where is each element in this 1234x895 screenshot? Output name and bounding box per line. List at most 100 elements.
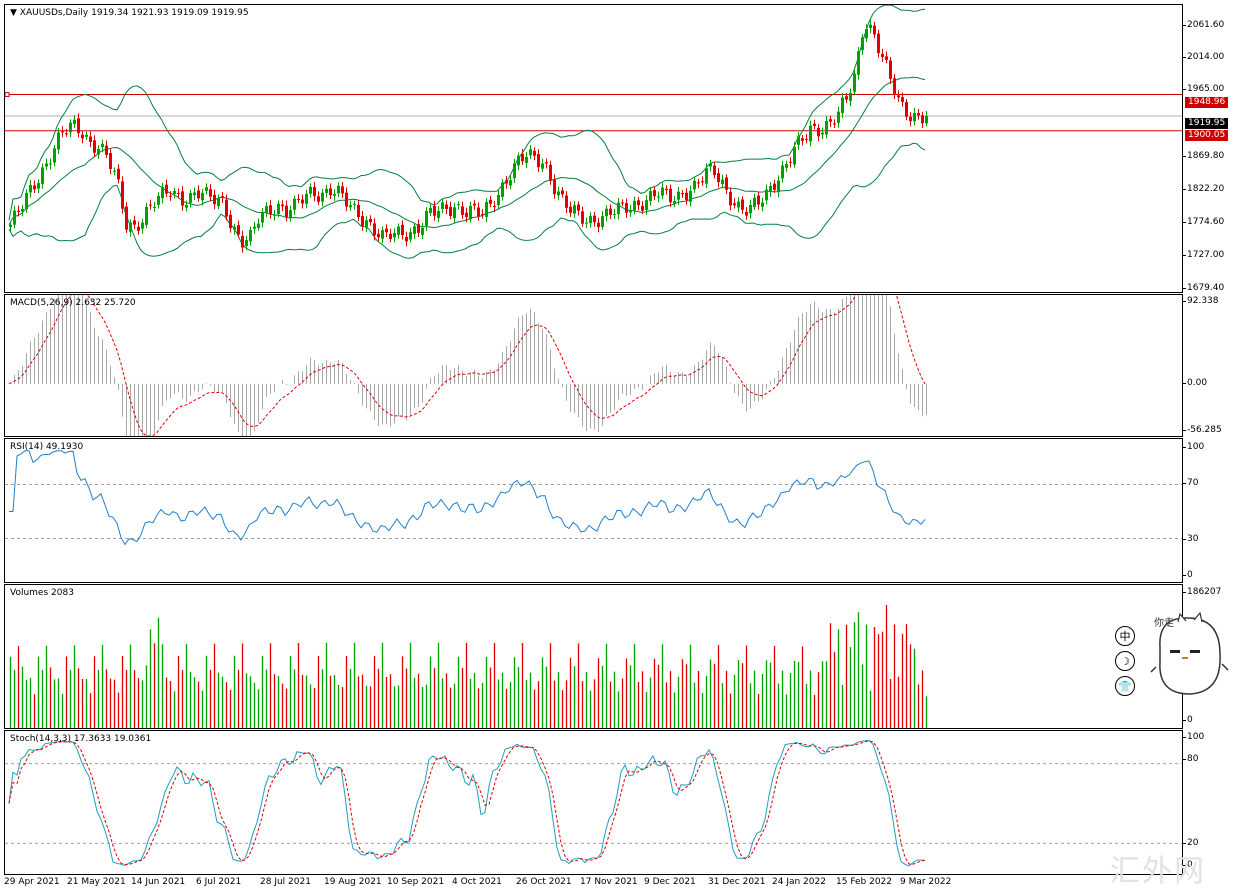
candle-body — [353, 203, 356, 205]
candle-body — [697, 182, 700, 184]
candle-body — [453, 207, 456, 219]
candle-body — [197, 190, 200, 199]
candle-body — [797, 136, 800, 145]
macd-tick: -56.285 — [1183, 425, 1222, 435]
candle-body — [833, 123, 836, 125]
candle-body — [333, 193, 336, 196]
candle-body — [817, 127, 820, 137]
rsi-line — [9, 450, 926, 546]
candle-body — [237, 225, 240, 235]
date-label: 31 Dec 2021 — [708, 877, 766, 887]
candle-body — [109, 152, 112, 170]
shirt-icon[interactable]: 👕 — [1115, 676, 1135, 696]
candle-body — [465, 212, 468, 218]
candle-body — [345, 192, 348, 207]
candle-body — [745, 211, 748, 216]
candle-body — [233, 226, 236, 230]
candle-body — [397, 226, 400, 235]
bollinger-lower — [8, 142, 926, 259]
candle-body — [517, 155, 520, 166]
candle-body — [489, 199, 492, 204]
candle-body — [209, 189, 212, 197]
candle-body — [337, 185, 340, 194]
candle-body — [873, 25, 876, 35]
price-pane[interactable]: ▼ XAUUSDs,Daily 1919.34 1921.93 1919.09 … — [4, 4, 1183, 293]
candle-body — [549, 164, 552, 181]
volumes-pane[interactable]: Volumes 2083 — [4, 584, 1183, 729]
candle-body — [457, 204, 460, 206]
mascot-image — [1150, 611, 1229, 695]
candle-body — [413, 226, 416, 235]
symbol-name: XAUUSDs,Daily — [19, 8, 89, 18]
moon-icon[interactable]: ☽ — [1115, 651, 1135, 671]
candle-body — [429, 207, 432, 214]
candle-body — [65, 133, 68, 135]
candle-body — [357, 204, 360, 218]
macd-tick: 0.00 — [1182, 378, 1208, 388]
candle-body — [865, 29, 868, 39]
collapse-arrow-icon[interactable]: ▼ — [10, 8, 17, 18]
date-label: 29 Apr 2021 — [4, 877, 60, 887]
candle-body — [445, 204, 448, 209]
candle-body — [217, 198, 220, 207]
candle-body — [709, 163, 712, 167]
candle-body — [581, 211, 584, 224]
candle-body — [437, 210, 440, 218]
candle-body — [77, 118, 80, 134]
candle-body — [377, 233, 380, 238]
candle-body — [321, 192, 324, 202]
time-axis: 29 Apr 2021 21 May 2021 14 Jun 2021 6 Ju… — [4, 876, 1183, 894]
date-label: 15 Feb 2022 — [836, 877, 893, 887]
candle-body — [37, 183, 40, 189]
price-chart[interactable] — [5, 5, 1183, 293]
candle-body — [869, 24, 872, 29]
candle-body — [113, 170, 116, 172]
stoch-axis: 100 80 20 0 — [1182, 730, 1232, 875]
price-axis: 2061.60 2014.00 1965.00 1869.80 1822.20 … — [1182, 4, 1232, 293]
watermark: 汇外网 — [1110, 854, 1206, 889]
rsi-pane[interactable]: RSI(14) 49.1930 — [4, 438, 1183, 583]
candle-body — [893, 78, 896, 95]
candle-body — [493, 205, 496, 208]
center-icon[interactable]: 中 — [1115, 626, 1135, 646]
candle-body — [137, 226, 140, 231]
candle-body — [781, 165, 784, 179]
candle-body — [853, 73, 856, 92]
candle-body — [877, 33, 880, 54]
macd-pane[interactable]: MACD(5,26,9) 2.632 25.720 — [4, 294, 1183, 437]
candle-body — [85, 134, 88, 137]
candle-body — [305, 193, 308, 204]
candle-body — [9, 224, 12, 227]
candle-body — [101, 143, 104, 148]
candle-body — [625, 203, 628, 213]
candle-body — [81, 134, 84, 139]
date-label: 9 Mar 2022 — [900, 877, 952, 887]
candle-body — [181, 191, 184, 206]
candle-body — [897, 95, 900, 98]
candle-body — [133, 220, 136, 225]
candle-body — [821, 132, 824, 135]
macd-axis: 92.338 0.00 -56.285 — [1182, 294, 1232, 437]
candle-body — [905, 102, 908, 117]
stoch-d-line — [8, 740, 926, 865]
candle-body — [297, 198, 300, 200]
price-tick: 1965.00 — [1182, 84, 1225, 94]
macd-tick: 92.338 — [1183, 296, 1219, 306]
stoch-pane[interactable]: Stoch(14,3,3) 17.3633 19.0361 — [4, 730, 1183, 875]
candle-body — [701, 181, 704, 183]
candle-body — [649, 190, 652, 201]
date-label: 26 Oct 2021 — [516, 877, 572, 887]
candle-body — [885, 56, 888, 60]
candle-body — [633, 200, 636, 211]
candle-body — [669, 188, 672, 203]
candle-body — [449, 206, 452, 217]
candle-body — [689, 190, 692, 202]
candle-body — [185, 204, 188, 208]
candle-body — [641, 205, 644, 211]
candle-body — [829, 119, 832, 122]
candle-body — [597, 222, 600, 228]
candle-body — [917, 113, 920, 116]
price-tick: 2014.00 — [1182, 52, 1225, 62]
candle-body — [49, 163, 52, 165]
candle-body — [565, 195, 568, 208]
